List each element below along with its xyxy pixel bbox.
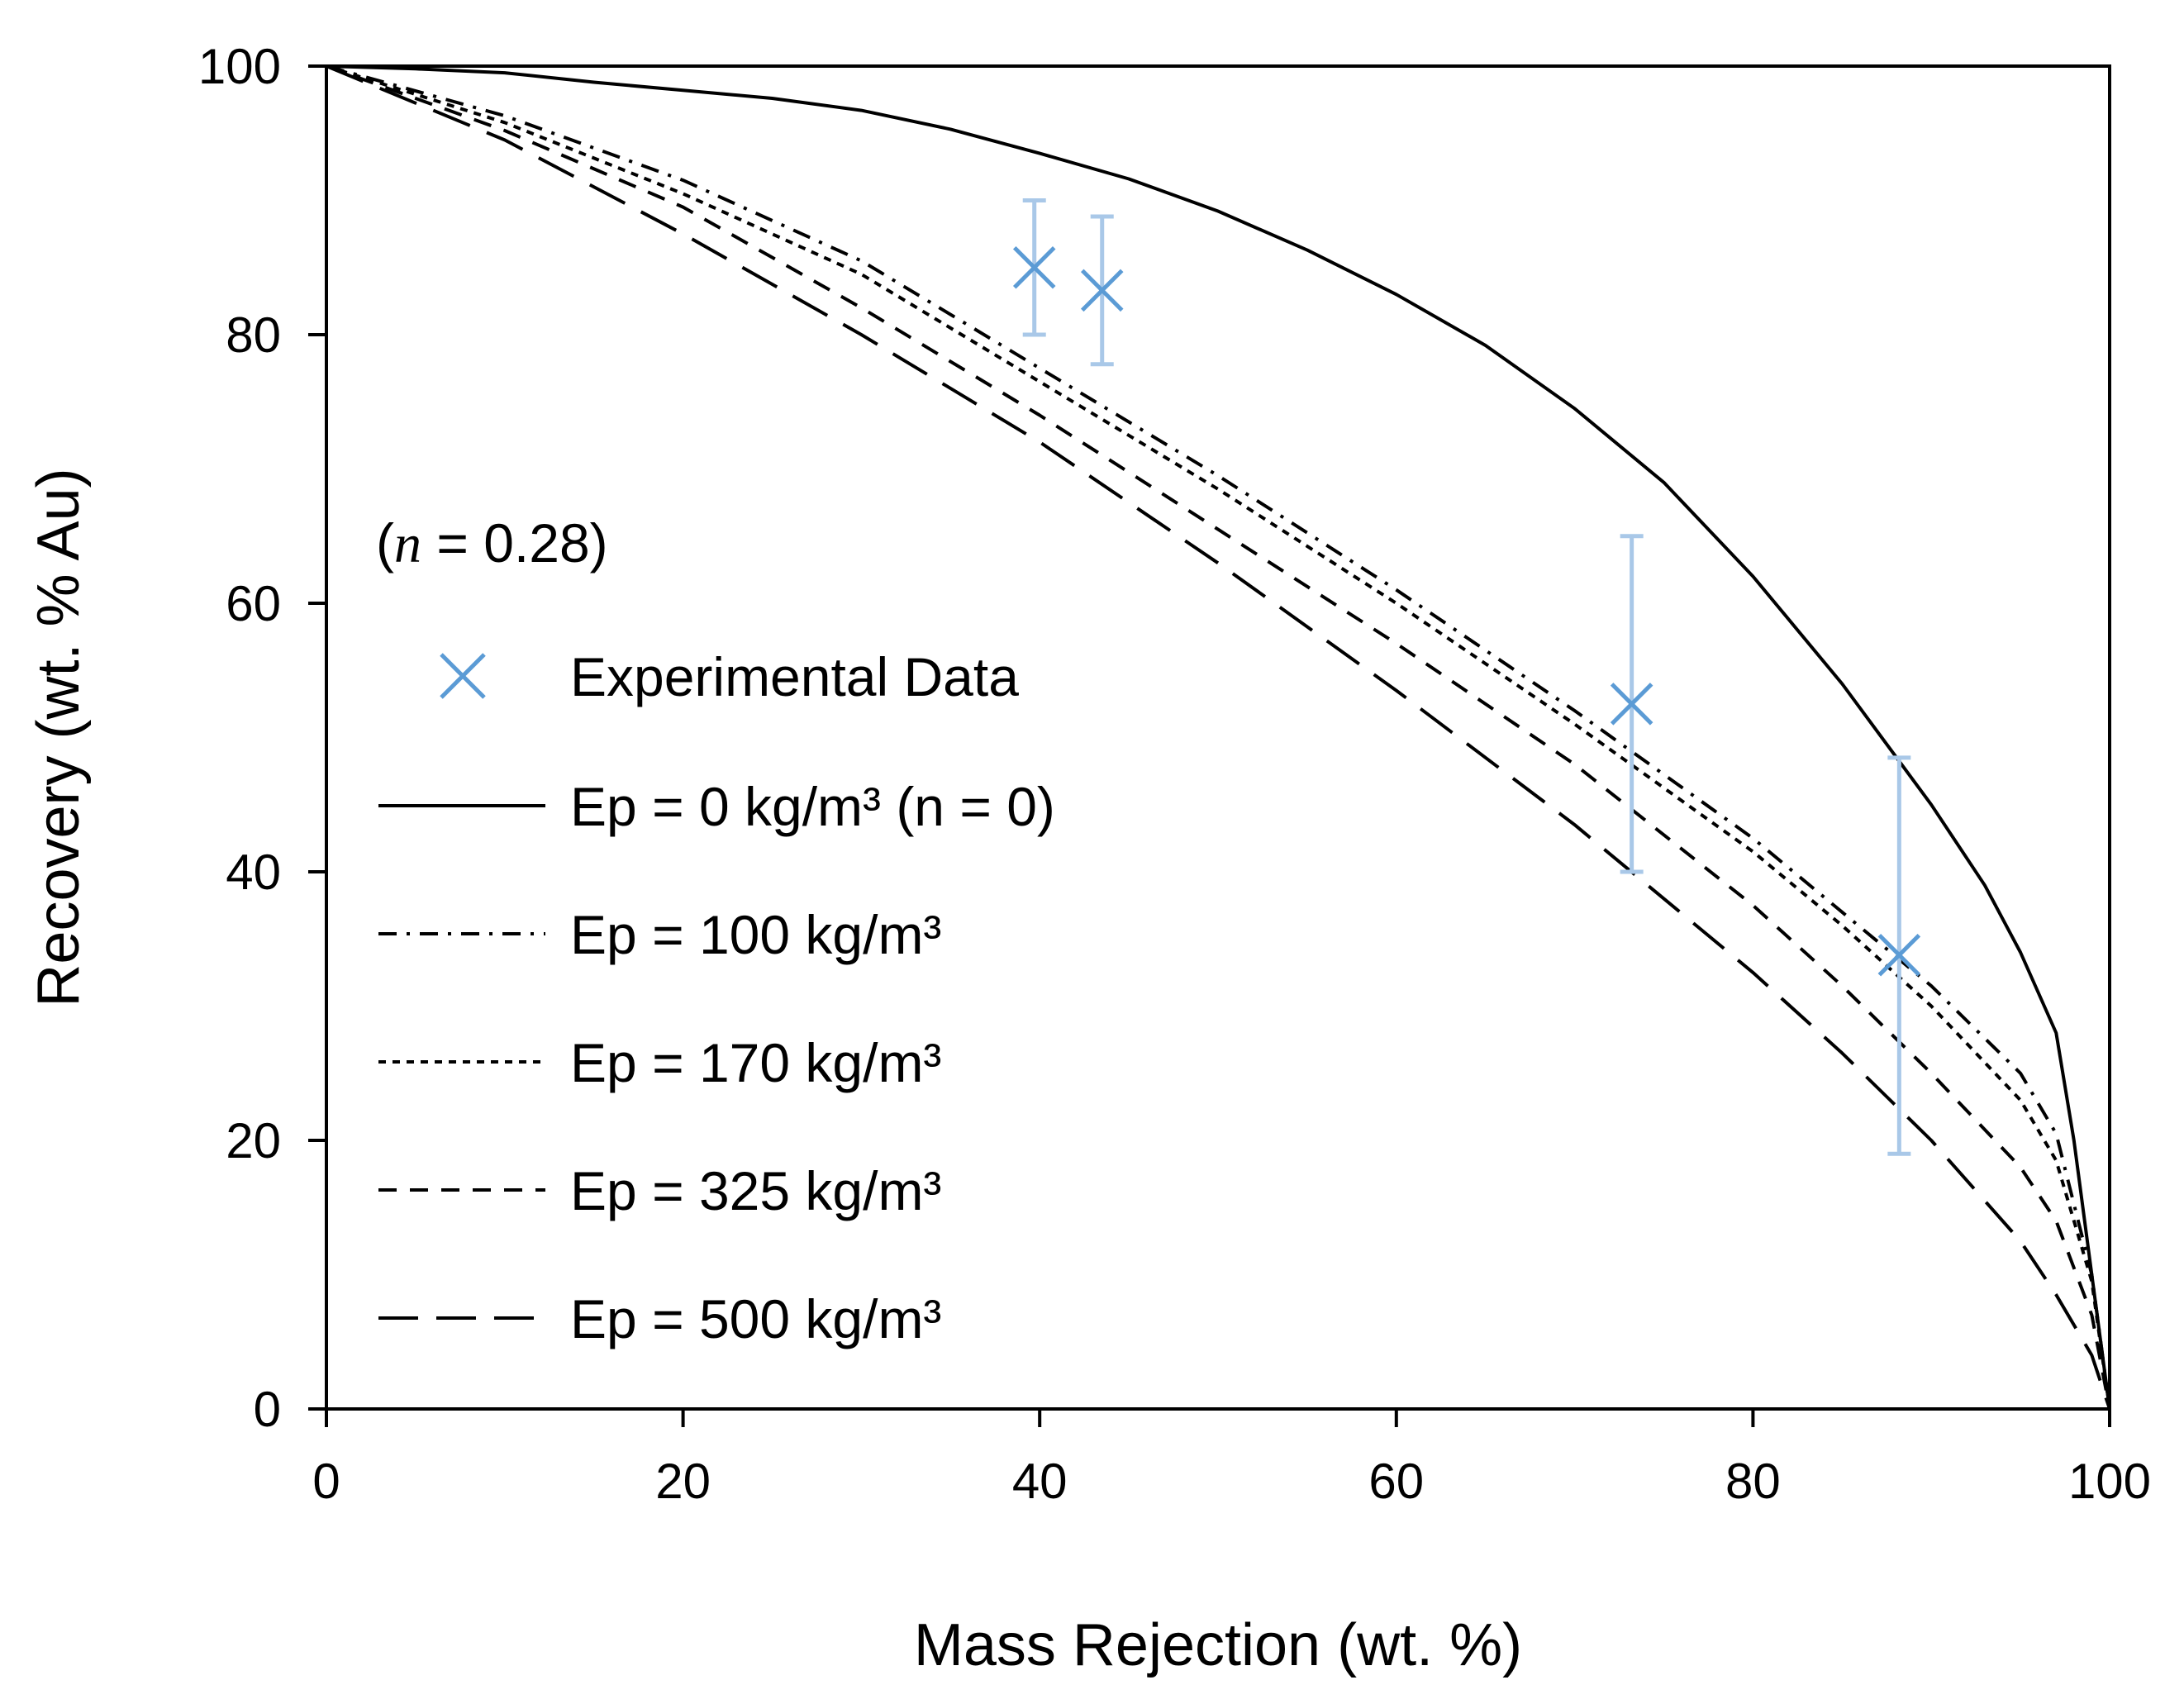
legend-entry: Ep = 170 kg/m³ — [378, 1032, 941, 1093]
series-line — [326, 64, 2111, 1410]
legend-label: Ep = 170 kg/m³ — [570, 1032, 941, 1093]
x-axis-ticks: 0 20 40 60 80 100 — [312, 1409, 2151, 1509]
series-line — [326, 64, 2111, 1410]
y-tick-label: 60 — [226, 576, 281, 631]
y-tick-label: 80 — [226, 307, 281, 363]
y-tick-label: 20 — [226, 1113, 281, 1168]
experimental-point — [1610, 534, 1653, 874]
y-tick-label: 0 — [254, 1382, 281, 1437]
annotation-value: = 0.28) — [421, 512, 608, 573]
annotation-symbol: n — [394, 514, 421, 574]
legend: Experimental Data Ep = 0 kg/m³ (n = 0) Ep … — [378, 646, 1055, 1349]
y-tick-label: 40 — [226, 845, 281, 900]
x-tick-label: 40 — [1012, 1454, 1068, 1509]
y-axis-title: Recovery (wt. % Au) — [26, 468, 92, 1007]
x-tick-label: 100 — [2068, 1454, 2151, 1509]
x-marker-stroke — [1877, 933, 1921, 977]
series-line — [326, 64, 2111, 1410]
x-tick-label: 20 — [655, 1454, 711, 1509]
plot-area-frame — [325, 64, 2111, 1411]
experimental-point — [1080, 214, 1124, 367]
x-axis-title: Mass Rejection (wt. %) — [914, 1612, 1522, 1678]
x-tick-label: 60 — [1368, 1454, 1424, 1509]
legend-label: Ep = 100 kg/m³ — [570, 904, 941, 965]
n-value-annotation: (n = 0.28) — [376, 512, 608, 574]
legend-label: Experimental Data — [570, 646, 1019, 707]
legend-entry: Ep = 500 kg/m³ — [378, 1288, 941, 1349]
legend-entry: Ep = 100 kg/m³ — [378, 904, 941, 965]
x-marker-stroke — [1012, 245, 1056, 289]
x-tick-label: 0 — [312, 1454, 340, 1509]
legend-label: Ep = 325 kg/m³ — [570, 1160, 941, 1221]
x-marker-stroke — [1610, 683, 1653, 726]
y-axis-ticks: 0 20 40 60 80 100 — [198, 39, 326, 1437]
legend-entry: Ep = 325 kg/m³ — [378, 1160, 941, 1221]
legend-entry: Ep = 0 kg/m³ (n = 0) — [378, 776, 1055, 837]
series-line — [326, 64, 2111, 1410]
series-layer — [326, 64, 2111, 1410]
experimental-point — [1877, 755, 1921, 1156]
legend-label: Ep = 0 kg/m³ (n = 0) — [570, 776, 1055, 837]
x-marker-stroke — [1080, 269, 1124, 312]
x-tick-label: 80 — [1725, 1454, 1781, 1509]
legend-marker — [440, 653, 486, 699]
legend-label: Ep = 500 kg/m³ — [570, 1288, 941, 1349]
experimental-point — [1012, 198, 1056, 337]
experimental-points-layer — [1012, 198, 1921, 1156]
y-tick-label: 100 — [198, 39, 281, 94]
annotation-open-paren: ( — [376, 512, 394, 573]
legend-entry: Experimental Data — [440, 646, 1019, 707]
